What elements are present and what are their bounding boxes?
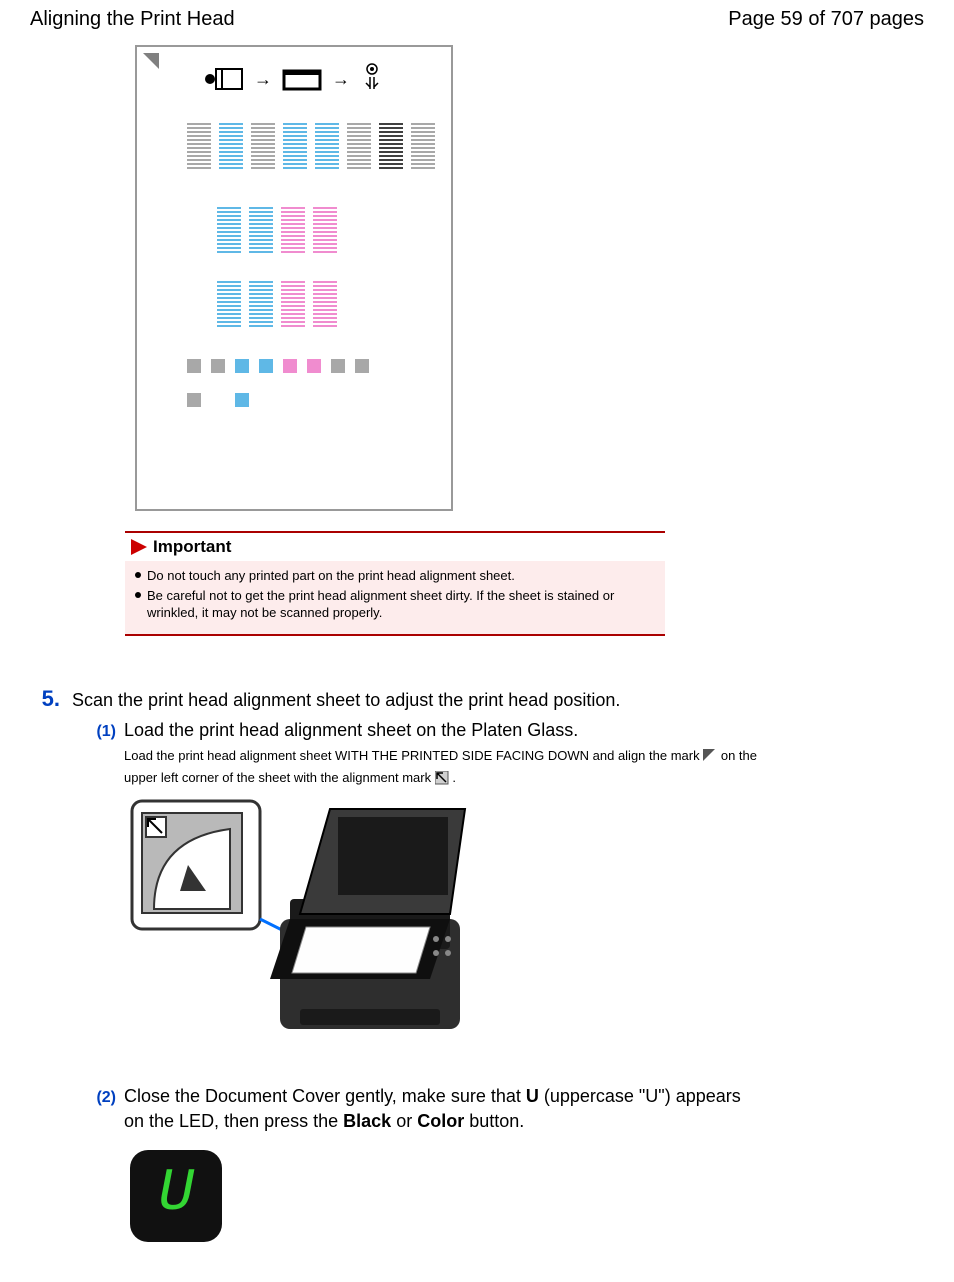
squares-row-2: [187, 393, 369, 407]
detail-text: .: [452, 770, 456, 785]
band-group-1: [187, 123, 435, 169]
u-label: U: [526, 1086, 539, 1106]
important-header: Important: [125, 533, 665, 561]
led-character: U: [158, 1164, 194, 1224]
arrow-icon: →: [332, 69, 350, 90]
alignment-mark-inline-icon: [435, 771, 449, 785]
substep-number: (1): [30, 723, 116, 741]
squares-row-1: [187, 359, 369, 373]
important-bullet-text: Be careful not to get the print head ali…: [147, 587, 655, 622]
substep-1-detail: Load the print head alignment sheet WITH…: [124, 745, 764, 789]
band-group-3: [217, 281, 337, 327]
lift-cover-icon: [202, 65, 246, 93]
page-header: Aligning the Print Head Page 59 of 707 p…: [30, 8, 924, 31]
alignment-sheet-figure: → →: [135, 45, 453, 511]
step-text: Scan the print head alignment sheet to a…: [72, 690, 620, 711]
page-title: Aligning the Print Head: [30, 8, 235, 31]
important-bullet-text: Do not touch any printed part on the pri…: [147, 567, 515, 585]
substep-title: Load the print head alignment sheet on t…: [124, 720, 578, 741]
page-number: Page 59 of 707 pages: [728, 8, 924, 31]
substep-number: (2): [30, 1089, 116, 1107]
substep-2-fragment: button.: [464, 1111, 524, 1131]
instruction-icons-row: → →: [137, 63, 451, 95]
led-display: U: [130, 1150, 222, 1242]
corner-mark-inline-icon: [703, 749, 717, 763]
important-label: Important: [153, 537, 231, 557]
important-flag-icon: [131, 539, 147, 555]
bullet-icon: [135, 572, 141, 578]
important-callout: Important Do not touch any printed part …: [125, 531, 665, 636]
substep-1: (1) Load the print head alignment sheet …: [30, 720, 924, 741]
substep-2-fragment: Close the Document Cover gently, make su…: [124, 1086, 526, 1106]
arrow-icon: →: [254, 69, 272, 90]
black-button-label: Black: [343, 1111, 391, 1131]
band-group-2: [217, 207, 337, 253]
important-bullet: Be careful not to get the print head ali…: [135, 587, 655, 622]
press-button-icon: [358, 63, 386, 95]
close-cover-icon: [280, 65, 324, 93]
substep-2-text: Close the Document Cover gently, make su…: [124, 1084, 744, 1134]
substep-2: (2) Close the Document Cover gently, mak…: [30, 1084, 924, 1134]
step-number: 5.: [30, 686, 60, 712]
substep-2-fragment: or: [391, 1111, 417, 1131]
important-bullet: Do not touch any printed part on the pri…: [135, 567, 655, 585]
detail-text: Load the print head alignment sheet WITH…: [124, 748, 700, 763]
bullet-icon: [135, 592, 141, 598]
color-button-label: Color: [417, 1111, 464, 1131]
printer-illustration: [130, 799, 924, 1054]
step-5: 5. Scan the print head alignment sheet t…: [30, 686, 924, 712]
